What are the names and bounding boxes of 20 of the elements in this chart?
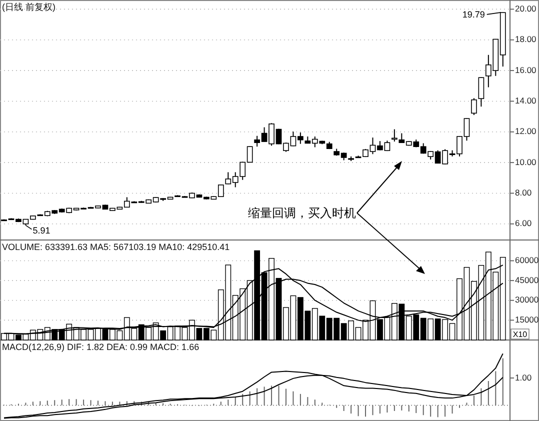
annotation: 5.91 — [32, 225, 50, 236]
annotation: 19.79 — [462, 9, 485, 20]
y-tick-label: 20.00 — [515, 3, 537, 14]
y-tick-label: 45000 — [515, 274, 539, 285]
y-tick-label: 30000 — [515, 294, 539, 305]
y-tick-label: 15000 — [515, 314, 539, 324]
y-tick-label: 16.00 — [515, 64, 537, 75]
y-tick-label: 8.00 — [515, 187, 532, 198]
y-tick-label: 60000 — [515, 254, 539, 265]
chart-title: MACD(12,26,9) DIF: 1.82 DEA: 0.99 MACD: 1.66 — [2, 342, 200, 352]
y-tick-label: 6.00 — [515, 218, 532, 228]
annotation: 缩量回调，买入时机 — [248, 206, 356, 220]
y-axis-title: X10 — [512, 330, 528, 339]
y-tick-label: 18.00 — [515, 34, 537, 44]
y-tick-label: 14.00 — [515, 95, 537, 106]
y-tick-label: 10.00 — [515, 156, 537, 167]
chart-title: (日线 前复权) — [2, 2, 56, 12]
chart-title: VOLUME: 633391.63 MA5: 567103.19 MA10: 429510.41 — [2, 242, 230, 252]
y-tick-label: 12.00 — [515, 126, 537, 136]
text: 1.00 — [515, 372, 532, 382]
